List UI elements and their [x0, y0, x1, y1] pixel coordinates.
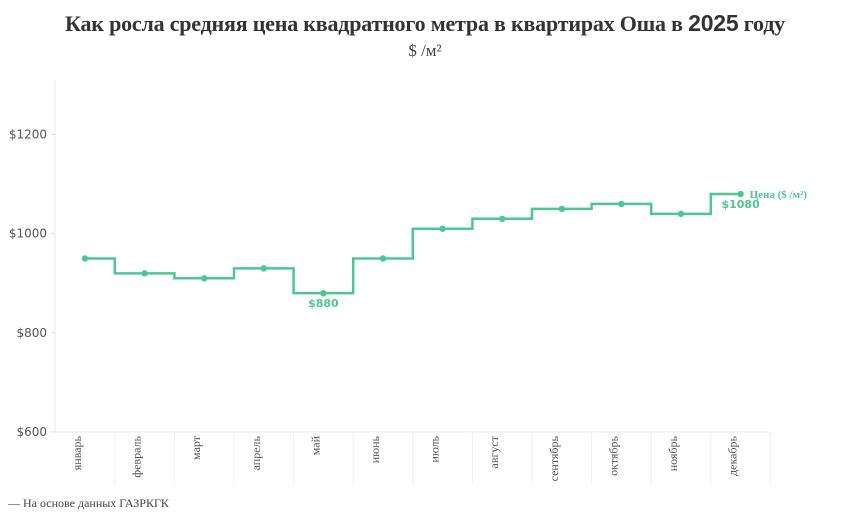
data-point: [618, 200, 625, 208]
title-text: Как росла средняя цена квадратного метра…: [65, 11, 689, 36]
data-point: [499, 215, 506, 223]
y-tick-label: $600: [16, 425, 47, 439]
x-tick-label: март: [189, 435, 203, 460]
data-point: [320, 289, 327, 297]
x-tick-label: июнь: [368, 435, 382, 463]
x-tick-label: январь: [70, 435, 84, 470]
data-point: [81, 255, 89, 262]
value-annotation: $1080: [721, 198, 760, 211]
x-tick-label: сентябрь: [547, 435, 561, 481]
title-year: 2025: [688, 10, 739, 36]
x-tick-label: апрель: [249, 435, 263, 470]
x-tick-label: ноябрь: [666, 435, 680, 471]
value-annotation: $880: [308, 297, 339, 310]
title-end: году: [738, 11, 785, 36]
data-point: [558, 205, 565, 213]
x-tick-label: август: [487, 435, 501, 468]
data-point: [379, 255, 387, 262]
y-tick-label: $800: [16, 326, 47, 340]
x-tick-label: февраль: [130, 435, 144, 477]
axes: $600 $800 $1000 $1200 январь февраль март апрел…: [9, 80, 771, 485]
y-tick-label: $1000: [9, 227, 47, 241]
data-point: [737, 190, 744, 198]
x-tick-label: июль: [428, 435, 442, 462]
data-point: [201, 275, 208, 282]
series-legend-label: Цена ($ /м²): [750, 189, 808, 201]
x-tick-label: декабрь: [726, 435, 740, 476]
source-note: — На основе данных ГАЗРКГК: [8, 496, 169, 510]
data-point: [439, 225, 446, 232]
data-point: [677, 210, 685, 218]
x-tick-label: май: [308, 435, 322, 455]
price-series: [81, 190, 744, 297]
chart-subtitle: $ /м²: [408, 41, 442, 60]
chart-title: Как росла средняя цена квадратного метра…: [0, 10, 850, 37]
data-point: [141, 270, 148, 277]
data-point: [260, 265, 267, 272]
x-tick-label: октябрь: [606, 435, 620, 475]
step-line: [85, 192, 741, 295]
y-tick-label: $1200: [9, 128, 47, 142]
